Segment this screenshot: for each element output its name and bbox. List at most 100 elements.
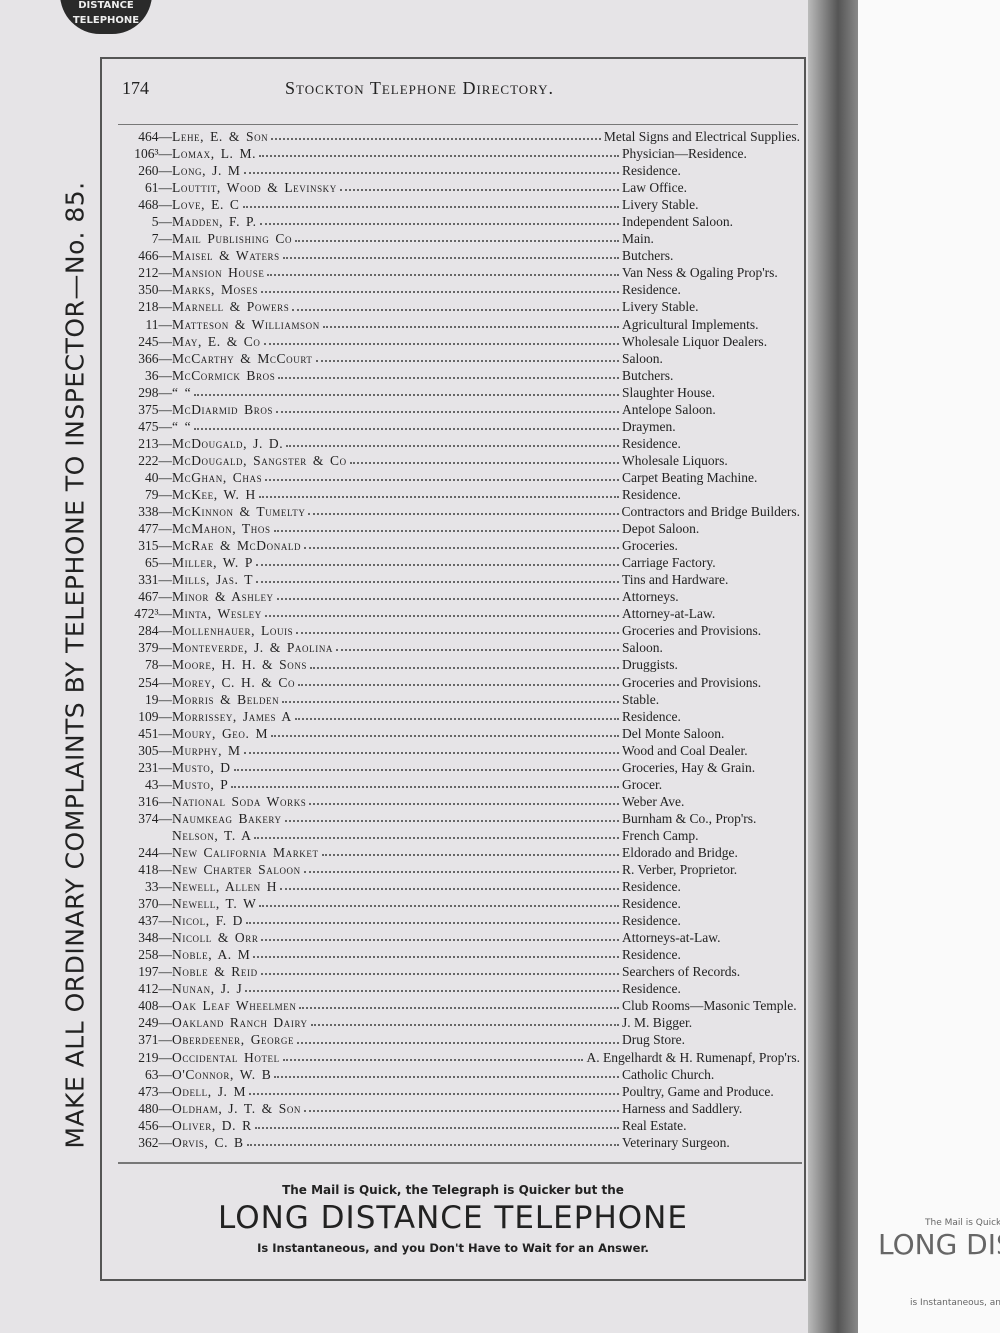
next-page-line: The Mail is Quick t: [925, 1218, 1000, 1228]
phone-number: 40—: [145, 469, 172, 485]
description: Eldorado and Bridge.: [622, 844, 738, 860]
subscriber-name: Miller, W. P: [172, 555, 253, 571]
leader: [297, 1031, 619, 1044]
subscriber-name: McCormick Bros: [172, 367, 276, 383]
leader: [260, 281, 619, 294]
description: Residence.: [622, 947, 681, 963]
entry: 408— Oak Leaf Wheelmen Club Rooms—Masonic …: [110, 997, 800, 1014]
description: Grocer.: [622, 776, 663, 792]
leader: [336, 639, 619, 652]
leader: [259, 213, 619, 226]
phone-number: 258—: [138, 947, 172, 963]
phone-number: 109—: [138, 708, 172, 724]
next-page: [850, 0, 1000, 1333]
subscriber-name: McDougald, Sangster & Co: [172, 452, 347, 468]
leader: [253, 946, 619, 959]
entry: 7— Mail Publishing Co Main.: [110, 230, 800, 247]
description: Wholesale Liquor Dealers.: [622, 333, 768, 349]
description: Catholic Church.: [622, 1066, 715, 1082]
subscriber-name: Marks, Moses: [172, 282, 258, 298]
leader: [243, 162, 619, 175]
entry: 348— Nicoll & Orr Attorneys-at-Law.: [110, 929, 800, 946]
subscriber-name: Minor & Ashley: [172, 589, 274, 605]
leader: [246, 912, 619, 925]
leader: [282, 691, 619, 703]
entry: 212— Mansion House Van Ness & Ogaling Prop…: [110, 264, 800, 281]
leader: [280, 878, 619, 891]
entry: 362— Orvis, C. B Veterinary Surgeon.: [110, 1134, 800, 1151]
entry: 466— Maisel & Waters Butchers.: [110, 247, 800, 264]
subscriber-name: McGhan, Chas: [172, 469, 263, 485]
leader: [315, 350, 619, 362]
phone-number: 331—: [138, 572, 172, 588]
entry: 245— May, E. & Co Wholesale Liquor Dealers…: [110, 333, 800, 350]
description: Groceries.: [622, 538, 678, 554]
phone-number: 374—: [138, 810, 172, 826]
phone-number: 477—: [138, 521, 172, 537]
leader: [303, 861, 619, 874]
leader: [276, 588, 619, 601]
entry: 315— McRae & McDonald Groceries.: [110, 537, 800, 554]
subscriber-name: Musto, P: [172, 776, 229, 792]
description: Antelope Saloon.: [622, 401, 716, 417]
phone-number: 244—: [138, 844, 172, 860]
leader: [310, 1014, 619, 1027]
description: Butchers.: [622, 248, 674, 264]
entry: 379— Monteverde, J. & Paolina Saloon.: [110, 639, 800, 656]
description: Residence.: [622, 708, 681, 724]
leader: [321, 844, 619, 857]
description: Depot Saloon.: [622, 521, 700, 537]
subscriber-name: Minta, Wesley: [172, 606, 262, 622]
phone-number: 316—: [138, 793, 172, 809]
entry: 249— Oakland Ranch Dairy J. M. Bigger.: [110, 1014, 800, 1031]
next-page-headline: LONG DISTA: [878, 1228, 1000, 1261]
entry: 298— “ “ Slaughter House.: [110, 384, 800, 401]
entry: 480— Oldham, J. T. & Son Harness and Saddl…: [110, 1100, 800, 1117]
phone-number: 480—: [138, 1100, 172, 1116]
description: Carriage Factory.: [622, 555, 716, 571]
subscriber-name: Madden, F. P.: [172, 214, 257, 230]
description: Residence.: [622, 163, 681, 179]
description: Harness and Saddlery.: [622, 1100, 743, 1116]
subscriber-name: Oliver, D. R: [172, 1117, 252, 1133]
subscriber-name: Lomax, L. M.: [172, 146, 257, 162]
leader: [295, 230, 619, 243]
leader: [254, 827, 619, 839]
subscriber-name: National Soda Works: [172, 793, 307, 809]
entry: 244— New California Market Eldorado and Br…: [110, 844, 800, 861]
leader: [322, 316, 619, 328]
subscriber-name: Morey, C. H. & Co: [172, 674, 296, 690]
badge-line: TELEPHONE: [72, 15, 140, 26]
phone-number: 222—: [138, 452, 172, 468]
description: Weber Ave.: [622, 793, 685, 809]
description: Law Office.: [622, 180, 687, 196]
subscriber-name: McDiarmid Bros: [172, 401, 274, 417]
leader: [254, 1117, 619, 1129]
entry: 472³— Minta, Wesley Attorney-at-Law.: [110, 605, 800, 622]
subscriber-name: Mansion House: [172, 265, 265, 281]
leader: [282, 247, 619, 260]
description: Physician—Residence.: [622, 146, 747, 162]
entry: 284— Mollenhauer, Louis Groceries and Prov…: [110, 622, 800, 639]
entry: 258— Noble, A. M Residence.: [110, 946, 800, 963]
leader: [273, 520, 619, 533]
entry: 106³— Lomax, L. M. Physician—Residence.: [110, 145, 800, 162]
description: Agricultural Implements.: [622, 316, 759, 332]
entry: 316— National Soda Works Weber Ave.: [110, 793, 800, 810]
leader: [286, 435, 619, 447]
phone-number: 375—: [138, 401, 172, 417]
description: Attorney-at-Law.: [622, 606, 716, 622]
subscriber-name: Louttit, Wood & Levinsky: [172, 180, 337, 196]
phone-number: 451—: [138, 725, 172, 741]
subscriber-name: Newell, Allen H: [172, 879, 278, 895]
phone-number: 249—: [138, 1015, 172, 1031]
entry: 366— McCarthy & McCourt Saloon.: [110, 350, 800, 367]
leader: [265, 469, 619, 481]
description: Livery Stable.: [622, 299, 699, 315]
leader: [242, 196, 619, 209]
description: Residence.: [622, 913, 681, 929]
phone-number: 305—: [138, 742, 172, 758]
description: Druggists.: [622, 657, 678, 673]
spine: [808, 0, 858, 1333]
entry: 370— Newell, T. W Residence.: [110, 895, 800, 912]
